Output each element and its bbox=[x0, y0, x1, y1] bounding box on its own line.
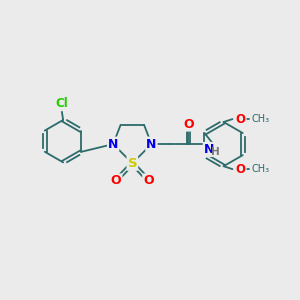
Text: O: O bbox=[143, 174, 154, 188]
Text: O: O bbox=[183, 118, 194, 130]
Text: N: N bbox=[146, 138, 157, 151]
Text: N: N bbox=[204, 143, 214, 156]
Text: N: N bbox=[108, 138, 119, 151]
Text: CH₃: CH₃ bbox=[252, 114, 270, 124]
Text: H: H bbox=[211, 147, 220, 158]
Text: CH₃: CH₃ bbox=[252, 164, 270, 174]
Text: S: S bbox=[128, 157, 137, 170]
Text: O: O bbox=[236, 112, 246, 126]
Text: O: O bbox=[111, 174, 122, 188]
Text: Cl: Cl bbox=[55, 97, 68, 110]
Text: O: O bbox=[236, 163, 246, 176]
